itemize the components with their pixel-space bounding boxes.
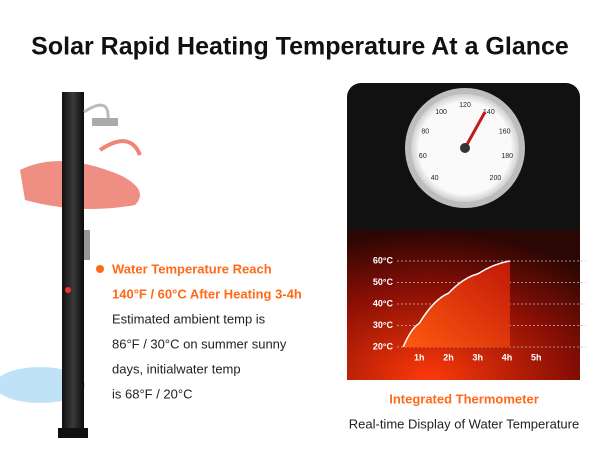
gauge-label: 100	[435, 109, 447, 116]
y-tick-label: 30°C	[373, 320, 394, 330]
caption-subtitle: Real-time Display of Water Temperature	[349, 416, 579, 431]
bullet	[96, 265, 104, 273]
area	[403, 261, 510, 347]
gauge-label: 160	[499, 128, 511, 135]
callout-text: Estimated ambient temp is	[112, 311, 266, 326]
y-tick-label: 50°C	[373, 277, 394, 287]
callout-subheading: 140°F / 60°C After Heating 3-4h	[112, 286, 302, 301]
y-tick-label: 60°C	[373, 255, 394, 265]
gauge-label: 200	[490, 175, 502, 182]
gauge-label: 40	[431, 175, 439, 182]
gauge-label: 140	[483, 109, 495, 116]
callout-text: is 68°F / 20°C	[112, 386, 192, 401]
title: Solar Rapid Heating Temperature At a Gla…	[31, 33, 569, 61]
gauge-label: 180	[501, 153, 513, 160]
shower-illustration	[0, 92, 142, 438]
x-tick-label: 4h	[502, 352, 513, 362]
needle-hub	[460, 143, 470, 153]
caption-title: Integrated Thermometer	[389, 391, 539, 406]
y-tick-label: 40°C	[373, 298, 394, 308]
x-tick-label: 1h	[414, 352, 425, 362]
gauge-label: 120	[459, 102, 471, 109]
curve	[402, 260, 511, 348]
callout-text: 86°F / 30°C on summer sunny	[112, 336, 287, 351]
gauge-label: 80	[421, 128, 429, 135]
x-tick-label: 5h	[531, 352, 542, 362]
callout-text: days, initialwater temp	[112, 361, 241, 376]
callout-heading: Water Temperature Reach	[112, 261, 272, 276]
x-tick-label: 2h	[443, 352, 454, 362]
needle	[463, 111, 487, 149]
y-tick-label: 20°C	[373, 341, 394, 351]
x-tick-label: 3h	[473, 352, 484, 362]
gauge-label: 60	[419, 153, 427, 160]
